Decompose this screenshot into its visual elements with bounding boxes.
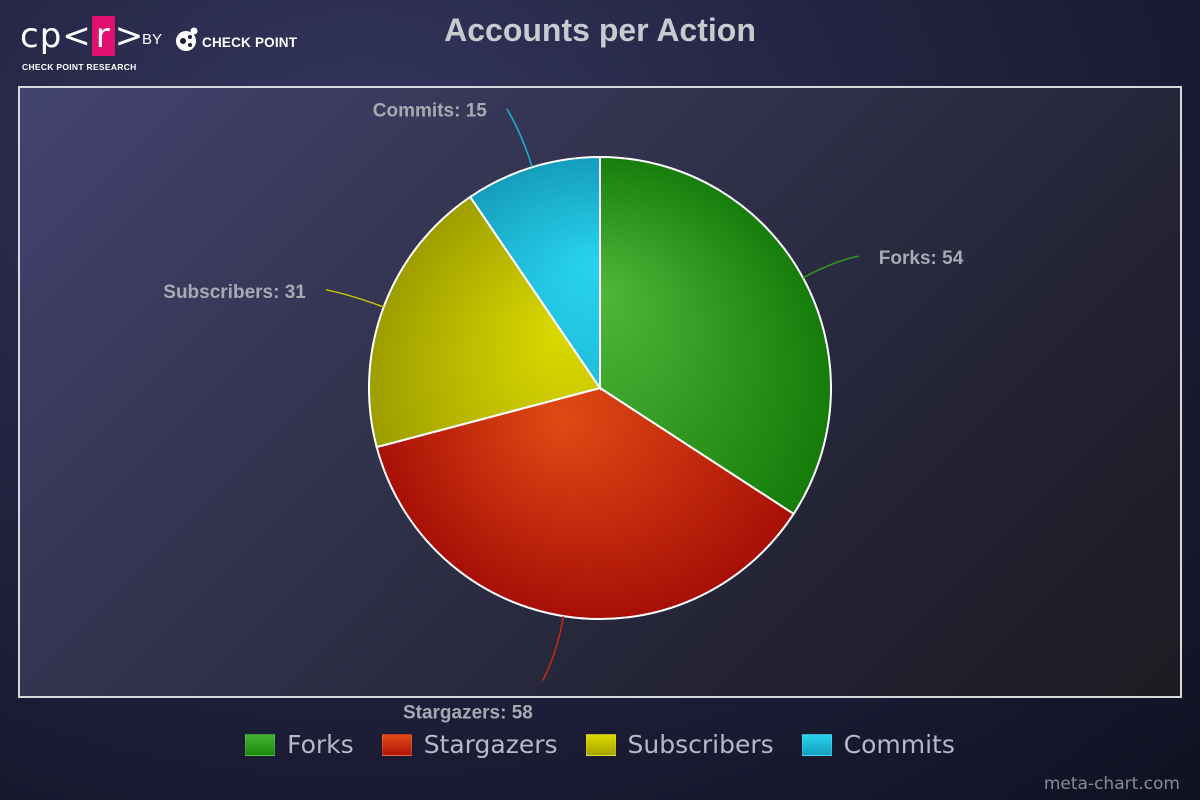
legend-item-commits[interactable]: Commits — [801, 730, 955, 759]
legend-label: Stargazers — [423, 730, 558, 759]
data-label-forks: Forks: 54 — [879, 248, 964, 269]
pie-slice-subscribers[interactable] — [368, 195, 602, 449]
chart-legend: Forks Stargazers Subscribers Commits — [0, 730, 1200, 759]
legend-label: Subscribers — [627, 730, 774, 759]
data-label-stargazers: Stargazers: 58 — [403, 703, 533, 724]
legend-swatch — [585, 733, 616, 756]
leader-line-stargazers — [542, 615, 565, 681]
cpr-logo-subtitle: CHECK POINT RESEARCH — [22, 62, 137, 72]
legend-item-forks[interactable]: Forks — [245, 730, 354, 759]
legend-label: Commits — [843, 730, 955, 759]
check-point-brand: CHECK POINT — [202, 35, 298, 50]
legend-item-stargazers[interactable]: Stargazers — [381, 730, 558, 759]
pie-slice-stargazers[interactable] — [375, 386, 796, 620]
legend-label: Forks — [287, 730, 354, 759]
leader-line-commits — [506, 108, 533, 168]
cpr-logo-text: cp< r > — [20, 16, 145, 56]
watermark: meta-chart.com — [1043, 774, 1180, 794]
pie-slice-commits[interactable] — [468, 155, 601, 392]
legend-swatch — [801, 733, 832, 756]
leader-line-subscribers — [325, 289, 384, 308]
check-point-logo-icon — [176, 27, 198, 51]
by-text: BY — [142, 31, 163, 48]
chart-title: Accounts per Action — [444, 12, 756, 48]
leader-line-forks — [802, 255, 859, 279]
legend-swatch — [245, 733, 276, 756]
legend-item-subscribers[interactable]: Subscribers — [585, 730, 774, 759]
data-label-commits: Commits: 15 — [373, 101, 487, 122]
data-label-subscribers: Subscribers: 31 — [163, 282, 306, 303]
legend-swatch — [381, 733, 412, 756]
cpr-logo: cp< r > CHECK POINT RESEARCH BY CHECK POIN… — [20, 14, 320, 74]
